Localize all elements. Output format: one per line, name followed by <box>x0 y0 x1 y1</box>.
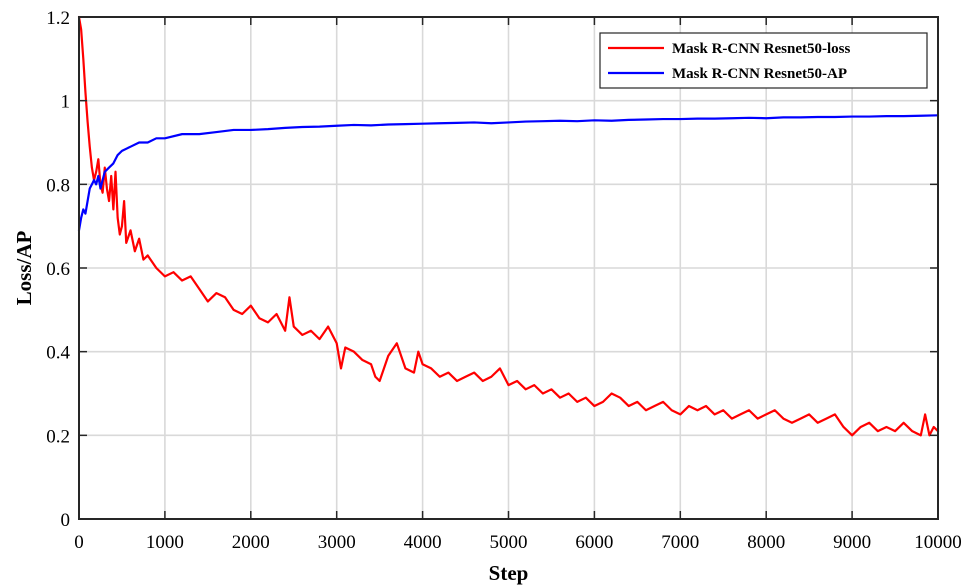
x-tick-labels: 0 1000 2000 3000 4000 5000 6000 7000 8000 9000 100… <box>74 532 962 553</box>
axis-ticks <box>78 16 939 520</box>
x-tick-label: 7000 <box>661 532 699 553</box>
y-tick-label: 1 <box>61 92 71 113</box>
x-tick-label: 10000 <box>914 532 962 553</box>
x-tick-label: 0 <box>74 532 84 553</box>
y-tick-label: 1.2 <box>46 8 70 29</box>
x-tick-label: 2000 <box>232 532 270 553</box>
series-line-ap <box>77 114 940 232</box>
series-line-loss <box>77 15 940 437</box>
y-tick-label: 0 <box>61 510 71 531</box>
y-tick-labels: 0 0.2 0.4 0.6 0.8 1 1.2 <box>46 8 70 531</box>
x-tick-label: 5000 <box>490 532 528 553</box>
y-tick-label: 0.8 <box>46 175 70 196</box>
y-axis-title: Loss/AP <box>12 230 36 305</box>
x-tick-label: 6000 <box>575 532 613 553</box>
legend-label-ap: Mask R-CNN Resnet50-AP <box>672 66 847 82</box>
x-tick-label: 9000 <box>833 532 871 553</box>
x-tick-label: 4000 <box>404 532 442 553</box>
x-tick-label: 3000 <box>318 532 356 553</box>
x-tick-label: 1000 <box>146 532 184 553</box>
legend-label-loss: Mask R-CNN Resnet50-loss <box>672 41 850 57</box>
legend-box <box>599 32 928 89</box>
series-layer <box>77 15 940 437</box>
x-axis-title: Step <box>489 561 529 585</box>
y-tick-label: 0.2 <box>46 426 70 447</box>
y-tick-label: 0.4 <box>46 343 70 364</box>
x-tick-label: 8000 <box>747 532 785 553</box>
y-tick-label: 0.6 <box>46 259 70 280</box>
grid-lines <box>79 17 938 519</box>
legend: Mask R-CNN Resnet50-loss Mask R-CNN Resn… <box>599 32 928 89</box>
